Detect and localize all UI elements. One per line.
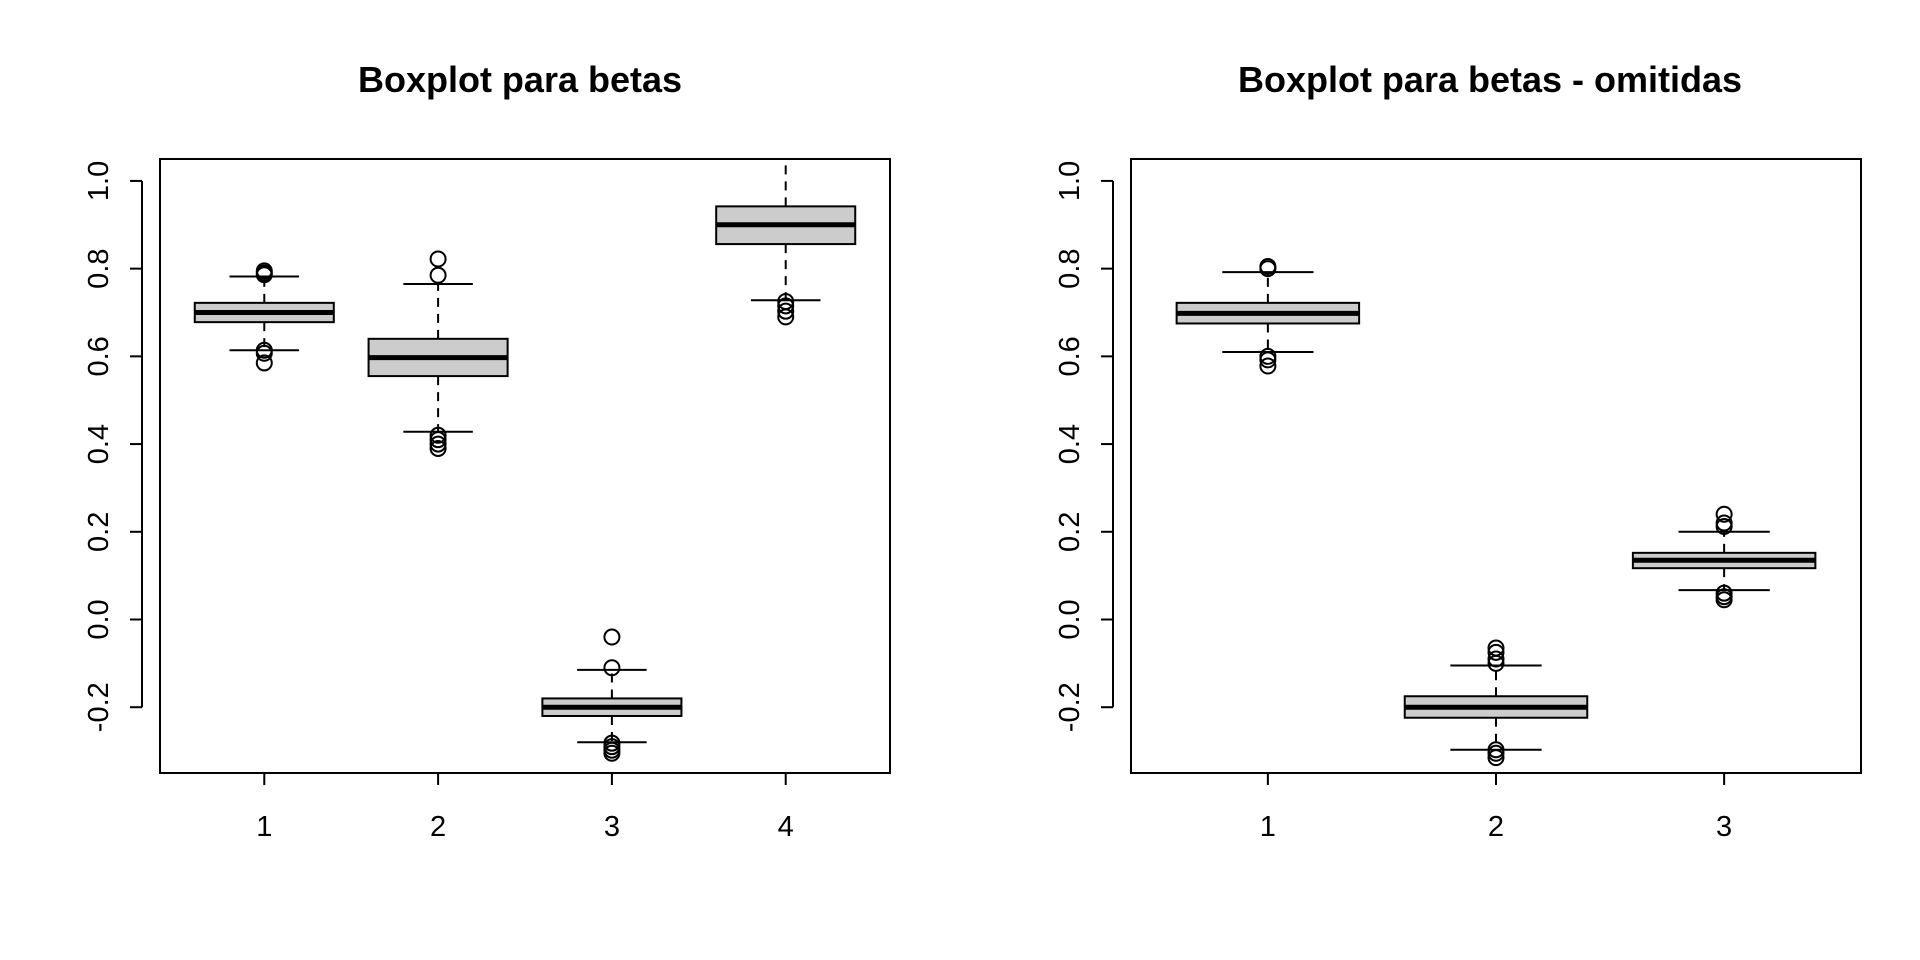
right-chart-title: Boxplot para betas - omitidas — [1238, 59, 1742, 100]
outlier-point — [1487, 741, 1505, 759]
outlier-point — [429, 250, 447, 268]
left-y-tick-label: 0.6 — [83, 336, 115, 376]
left-y-tick-label: 0.2 — [83, 512, 115, 552]
outlier-point — [429, 431, 447, 449]
right-y-tick-label: 0.8 — [1054, 248, 1086, 288]
left-chart-title: Boxplot para betas — [358, 59, 682, 100]
outlier-point — [603, 628, 621, 646]
outlier-point — [255, 354, 273, 372]
right-x-tick-label: 3 — [1716, 811, 1732, 843]
left-plot-frame — [159, 158, 891, 774]
outlier-point — [429, 439, 447, 457]
outlier-point — [1715, 505, 1733, 523]
right-y-tick-label: 1.0 — [1054, 161, 1086, 201]
outlier-point — [255, 341, 273, 359]
outlier-point — [1715, 514, 1733, 532]
outlier-point — [429, 266, 447, 284]
box-1 — [193, 262, 335, 372]
left-x-tick-label: 1 — [256, 811, 272, 843]
outlier-point — [777, 297, 795, 315]
right-y-tick-label: 0.0 — [1054, 599, 1086, 639]
right-y-tick-label: 0.6 — [1054, 336, 1086, 376]
box-2 — [367, 250, 509, 457]
outlier-point — [603, 659, 621, 677]
outlier-point — [255, 262, 273, 280]
box-4 — [715, 159, 857, 326]
right-y-tick-label: 0.2 — [1054, 512, 1086, 552]
outlier-point — [1487, 749, 1505, 767]
outlier-point — [1487, 639, 1505, 657]
outlier-point — [1715, 584, 1733, 602]
box-1 — [1175, 257, 1361, 375]
box-3 — [541, 628, 683, 762]
left-x-tick-label: 4 — [778, 811, 794, 843]
left-x-tick-label: 3 — [604, 811, 620, 843]
outlier-point — [1259, 357, 1277, 375]
right-boxplot-panel: Boxplot para betas - omitidas -0.2 0.0 0.2… — [1054, 59, 1862, 843]
right-plot-area — [1175, 257, 1817, 767]
outlier-point — [777, 293, 795, 311]
left-boxplot-panel: Boxplot para betas -0.2 0.0 0.2 0.4 0.6 0.8 1.… — [83, 59, 891, 843]
left-y-tick-label: 0.4 — [83, 424, 115, 464]
left-y-tick-label: 0.8 — [83, 248, 115, 288]
left-plot-area — [193, 159, 857, 762]
left-y-tick-label: -0.2 — [83, 682, 115, 732]
outlier-point — [1259, 347, 1277, 365]
right-x-tick-label: 2 — [1488, 811, 1504, 843]
right-y-tick-label: 0.4 — [1054, 424, 1086, 464]
right-x-tick-label: 1 — [1260, 811, 1276, 843]
outlier-point — [429, 426, 447, 444]
left-x-tick-label: 2 — [430, 811, 446, 843]
outlier-point — [1259, 257, 1277, 275]
right-plot-frame — [1130, 158, 1862, 774]
outlier-point — [1487, 643, 1505, 661]
right-y-tick-label: -0.2 — [1054, 682, 1086, 732]
outlier-point — [429, 435, 447, 453]
box-3 — [1631, 505, 1817, 609]
box-2 — [1403, 639, 1589, 767]
outlier-point — [777, 302, 795, 320]
left-y-tick-label: 0.0 — [83, 599, 115, 639]
outlier-point — [1487, 650, 1505, 668]
left-y-tick-label: 1.0 — [83, 161, 115, 201]
outlier-point — [603, 734, 621, 752]
